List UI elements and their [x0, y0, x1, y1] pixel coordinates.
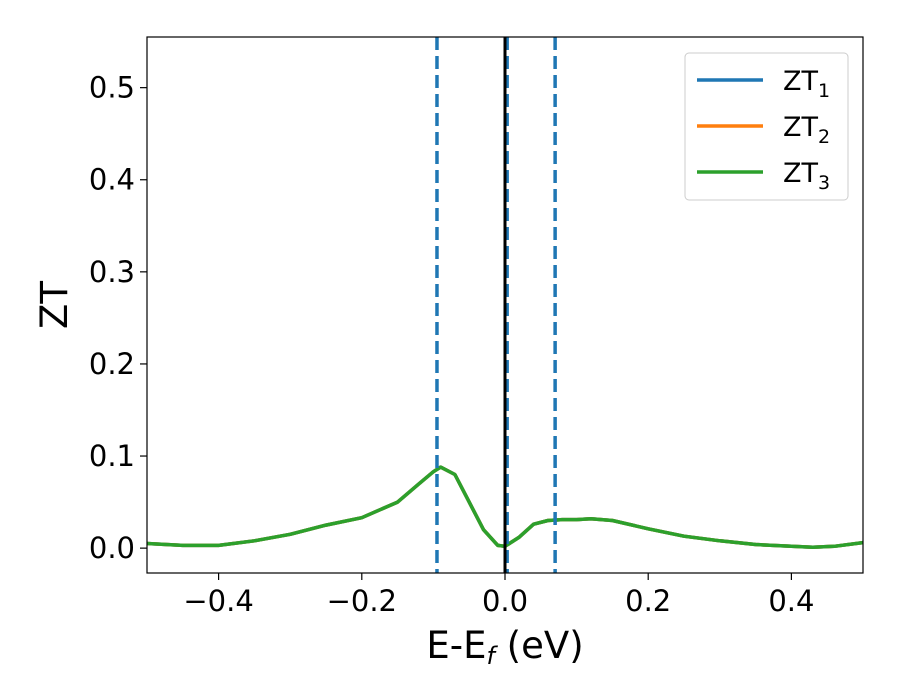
x-tick-label: −0.4	[183, 584, 253, 618]
plot-area	[147, 37, 863, 573]
legend-label-zt1: ZT1	[783, 66, 830, 102]
x-axis: −0.4 −0.2 0.0 0.2 0.4	[183, 573, 814, 618]
y-tick-label: 0.4	[89, 163, 135, 197]
legend-label-zt2: ZT2	[783, 112, 830, 148]
y-axis: 0.0 0.1 0.2 0.3 0.4 0.5	[89, 71, 147, 565]
x-tick-label: −0.2	[327, 584, 397, 618]
y-axis-title: ZT	[33, 281, 76, 329]
legend-label-zt3: ZT3	[783, 158, 830, 194]
y-tick-label: 0.1	[89, 439, 135, 473]
x-tick-label: 0.4	[768, 584, 814, 618]
y-tick-label: 0.3	[89, 255, 135, 289]
x-tick-label: 0.2	[625, 584, 671, 618]
y-tick-label: 0.5	[89, 71, 135, 105]
legend: ZT1 ZT2 ZT3	[684, 52, 849, 201]
x-axis-title: E-Ef (eV)	[426, 624, 583, 670]
y-tick-label: 0.2	[89, 347, 135, 381]
x-tick-label: 0.0	[482, 584, 528, 618]
legend-box	[684, 52, 849, 201]
y-tick-label: 0.0	[89, 531, 135, 565]
